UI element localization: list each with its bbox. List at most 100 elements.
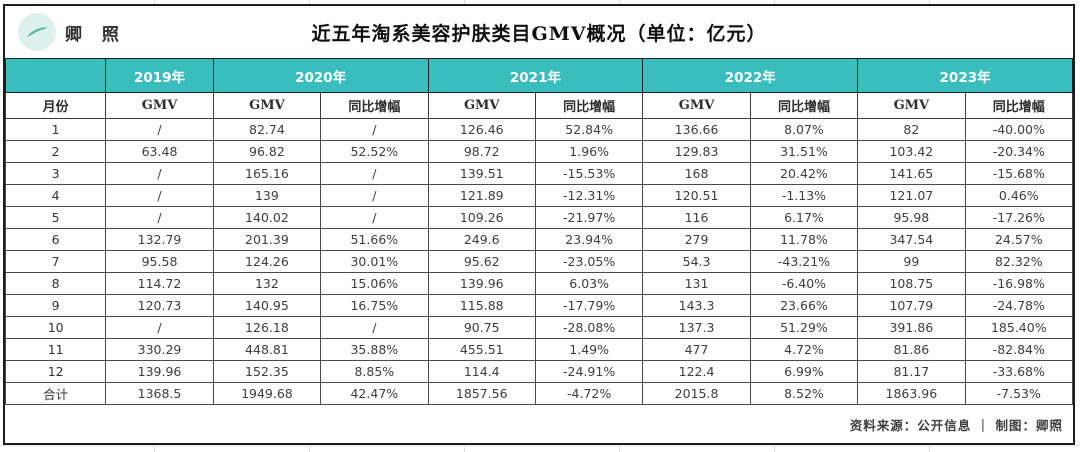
table-row: 3/165.16/139.51 -15.53% 168 20.42% 141.65 -15… <box>4 162 1074 185</box>
value-cell: 129.83 <box>642 140 751 163</box>
value-cell: 6.99% <box>749 360 859 383</box>
value-cell: 121.07 <box>857 184 966 207</box>
source-note: 资料来源：公开信息 ｜ 制图：卿照 <box>849 417 1063 433</box>
value-cell: -12.31% <box>534 184 644 207</box>
value-cell: 54.3 <box>642 250 751 273</box>
year-header-2022: 2022年 <box>642 58 859 93</box>
total-row: 合计 1368.5 1949.68 42.47% 1857.56 -4.72% 2015.8… <box>4 382 1074 405</box>
value-cell: -1.13% <box>749 184 859 207</box>
value-cell: 11.78% <box>749 228 859 251</box>
value-cell: -17.26% <box>964 206 1074 229</box>
year-header-2021: 2021年 <box>427 58 644 93</box>
value-cell: 139 <box>212 184 322 207</box>
gmv-table: 2019年 2020年 2021年 2022年 2023年 月份 GMV GMV… <box>4 58 1074 405</box>
value-cell: -40.00% <box>964 118 1074 141</box>
table-row: 6 132.79 201.39 51.66% 249.6 23.94% 279 11.78% 3… <box>4 228 1074 251</box>
month-cell: 2 <box>4 140 107 163</box>
month-cell: 11 <box>4 338 107 361</box>
value-cell: 121.89 <box>427 184 536 207</box>
value-cell: 140.95 <box>212 294 322 317</box>
value-cell: -23.05% <box>534 250 644 273</box>
value-cell: 143.3 <box>642 294 751 317</box>
value-cell: -7.53% <box>964 382 1074 405</box>
yoy-column-header: 同比增幅 <box>749 92 859 119</box>
value-cell: 126.18 <box>212 316 322 339</box>
value-cell: 15.06% <box>320 272 429 295</box>
value-cell: -6.40% <box>749 272 859 295</box>
value-cell: -43.21% <box>749 250 859 273</box>
month-cell: 1 <box>4 118 107 141</box>
value-cell: 330.29 <box>105 338 214 361</box>
value-cell: -21.97% <box>534 206 644 229</box>
value-cell: / <box>105 184 214 207</box>
value-cell: 136.66 <box>642 118 751 141</box>
table-row: 2 63.48 96.82 52.52% 98.72 1.96% 129.83 31.51% 1… <box>4 140 1074 163</box>
value-cell: 107.79 <box>857 294 966 317</box>
value-cell: 8.07% <box>749 118 859 141</box>
value-cell: 165.16 <box>212 162 322 185</box>
value-cell: 249.6 <box>427 228 536 251</box>
value-cell: 23.66% <box>749 294 859 317</box>
gmv-column-header: GMV <box>212 92 322 119</box>
value-cell: -28.08% <box>534 316 644 339</box>
value-cell: 23.94% <box>534 228 644 251</box>
spreadsheet-gridlines-top <box>0 0 1080 5</box>
month-cell: 8 <box>4 272 107 295</box>
value-cell: 30.01% <box>320 250 429 273</box>
month-cell: 7 <box>4 250 107 273</box>
value-cell: 1368.5 <box>105 382 214 405</box>
value-cell: 120.51 <box>642 184 751 207</box>
value-cell: -24.78% <box>964 294 1074 317</box>
value-cell: 81.86 <box>857 338 966 361</box>
value-cell: -33.68% <box>964 360 1074 383</box>
value-cell: 122.4 <box>642 360 751 383</box>
value-cell: 99 <box>857 250 966 273</box>
column-header-row: 月份 GMV GMV 同比增幅 GMV 同比增幅 GMV 同比增幅 GMV 同比… <box>4 92 1074 119</box>
table-row: 11 330.29 448.81 35.88% 455.51 1.49% 477 4.72% 8… <box>4 338 1074 361</box>
value-cell: 126.46 <box>427 118 536 141</box>
value-cell: 82 <box>857 118 966 141</box>
value-cell: 201.39 <box>212 228 322 251</box>
month-cell: 6 <box>4 228 107 251</box>
value-cell: 1.49% <box>534 338 644 361</box>
value-cell: 31.51% <box>749 140 859 163</box>
gmv-column-header: GMV <box>642 92 751 119</box>
value-cell: 96.82 <box>212 140 322 163</box>
value-cell: 20.42% <box>749 162 859 185</box>
value-cell: 51.29% <box>749 316 859 339</box>
table-row: 1/82.74/126.46 52.84% 136.66 8.07% 82 -40.00% <box>4 118 1074 141</box>
value-cell: 6.17% <box>749 206 859 229</box>
value-cell: -15.68% <box>964 162 1074 185</box>
table-row: 4/139/121.89 -12.31% 120.51 -1.13% 121.07 0.4… <box>4 184 1074 207</box>
value-cell: -24.91% <box>534 360 644 383</box>
value-cell: 6.03% <box>534 272 644 295</box>
corner-cell <box>4 58 107 93</box>
value-cell: -15.53% <box>534 162 644 185</box>
value-cell: / <box>105 162 214 185</box>
year-header-row: 2019年 2020年 2021年 2022年 2023年 <box>4 58 1073 93</box>
leaf-swoosh-icon <box>18 13 56 51</box>
value-cell: 81.17 <box>857 360 966 383</box>
value-cell: / <box>320 316 429 339</box>
value-cell: 168 <box>642 162 751 185</box>
gmv-column-header: GMV <box>857 92 966 119</box>
month-column-header: 月份 <box>4 92 107 119</box>
value-cell: / <box>105 206 214 229</box>
value-cell: 63.48 <box>105 140 214 163</box>
header: 卿 照 近五年淘系美容护肤类目GMV概况（单位：亿元） <box>5 6 1073 58</box>
table-row: 8 114.72 132 15.06% 139.96 6.03% 131 -6.40% 108.… <box>4 272 1074 295</box>
value-cell: 95.62 <box>427 250 536 273</box>
value-cell: 90.75 <box>427 316 536 339</box>
value-cell: 16.75% <box>320 294 429 317</box>
table-row: 7 95.58 124.26 30.01% 95.62 -23.05% 54.3 -43.21… <box>4 250 1074 273</box>
value-cell: 82.32% <box>964 250 1074 273</box>
value-cell: 1863.96 <box>857 382 966 405</box>
value-cell: 35.88% <box>320 338 429 361</box>
value-cell: 120.73 <box>105 294 214 317</box>
value-cell: 1949.68 <box>212 382 322 405</box>
brand-logo: 卿 照 <box>18 13 126 51</box>
value-cell: 140.02 <box>212 206 322 229</box>
value-cell: 114.4 <box>427 360 536 383</box>
page-title: 近五年淘系美容护肤类目GMV概况（单位：亿元） <box>311 22 767 45</box>
value-cell: 95.58 <box>105 250 214 273</box>
